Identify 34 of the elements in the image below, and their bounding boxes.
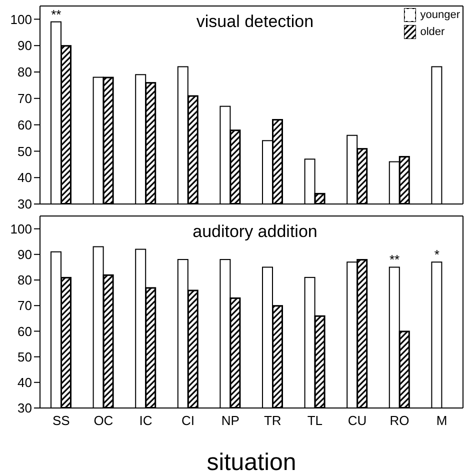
y-tick-label: 30 [18, 400, 32, 416]
x-axis-title: situation [206, 449, 296, 474]
legend-label: older [420, 26, 445, 38]
y-tick-label: 40 [18, 170, 32, 186]
y-tick-label: 90 [18, 38, 32, 54]
chart-title: auditory addition [192, 222, 318, 241]
y-tick-label: 30 [18, 196, 32, 212]
legend-label: younger [420, 9, 460, 21]
y-tick-label: 50 [18, 144, 32, 159]
x-tick-label: RO [390, 413, 410, 428]
chart-title: visual detection [196, 12, 314, 31]
y-tick-label: 80 [18, 272, 32, 288]
y-tick-label: 70 [18, 298, 32, 314]
y-tick-label: 90 [18, 247, 32, 262]
y-tick-label: 100 [10, 221, 32, 236]
x-tick-label: TL [307, 413, 323, 428]
annotation: ** [51, 6, 62, 22]
y-tick-label: 40 [18, 375, 32, 390]
y-tick-label: 50 [18, 349, 32, 364]
y-tick-label: 70 [18, 91, 32, 106]
x-tick-label: NP [221, 413, 240, 428]
x-tick-label: IC [139, 413, 152, 428]
y-tick-label: 60 [18, 117, 32, 132]
x-tick-label: OC [94, 413, 114, 428]
x-tick-label: TR [264, 413, 282, 428]
x-tick-label: CI [182, 413, 195, 428]
x-tick-label: M [436, 413, 448, 428]
annotation: * [434, 247, 440, 262]
y-tick-label: 80 [18, 64, 32, 80]
x-tick-label: SS [52, 413, 70, 428]
y-tick-label: 100 [10, 12, 32, 27]
y-tick-label: 60 [18, 324, 32, 339]
annotation: ** [389, 252, 400, 268]
x-tick-label: CU [348, 413, 367, 428]
